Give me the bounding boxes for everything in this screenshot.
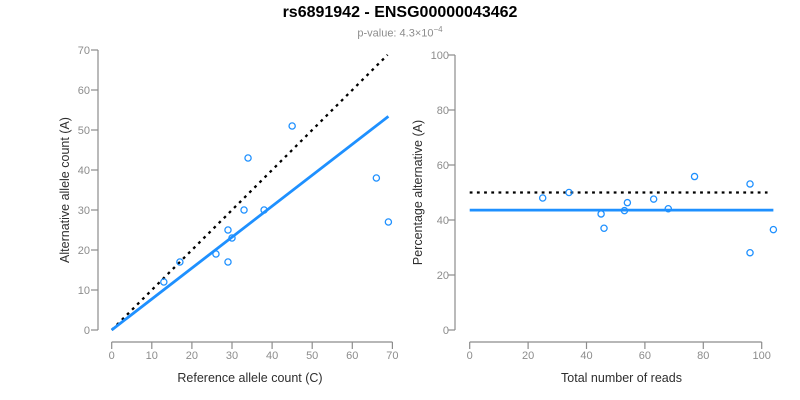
data-point xyxy=(228,234,236,242)
data-point xyxy=(746,180,754,188)
data-point xyxy=(538,194,547,202)
x-tick-label: 60 xyxy=(639,350,651,362)
allele-count-plot: 0 10 20 30 40 50 60 70 0 10 20 30 40 50 60 70 Reference… xyxy=(58,45,399,385)
percentage-reads-plot-layer: 0 20 40 60 80 100 0 20 40 60 80 100 xyxy=(431,50,778,362)
x-tick-label: 40 xyxy=(266,350,278,362)
x-tick-label: 40 xyxy=(580,350,592,362)
data-point xyxy=(597,210,605,218)
data-point xyxy=(649,195,658,203)
figure-title: rs6891942 - ENSG00000043462 xyxy=(282,4,518,21)
y-tick-label: 30 xyxy=(78,205,90,217)
y-tick-label: 80 xyxy=(437,105,449,117)
data-point xyxy=(240,206,248,214)
data-point xyxy=(212,250,220,258)
data-point xyxy=(260,206,268,214)
y-tick-label: 60 xyxy=(78,85,90,97)
right-plot-y-axis-title: Percentage alternative (A) xyxy=(411,120,425,265)
left-plot-x-axis-title: Reference allele count (C) xyxy=(177,371,322,385)
y-tick-label: 60 xyxy=(437,160,449,172)
y-tick-label: 40 xyxy=(78,165,90,177)
x-tick-label: 0 xyxy=(467,350,473,362)
x-tick-label: 10 xyxy=(146,350,158,362)
y-tick-label: 10 xyxy=(78,285,90,297)
y-tick-label: 40 xyxy=(437,215,449,227)
x-tick-label: 60 xyxy=(346,350,358,362)
x-tick-label: 20 xyxy=(186,350,198,362)
data-point xyxy=(224,226,232,234)
data-point xyxy=(746,248,754,257)
data-point xyxy=(690,172,699,181)
x-tick-label: 70 xyxy=(386,350,398,362)
pvalue-text: p-value: 4.3×10 xyxy=(357,27,434,40)
x-tick-label: 50 xyxy=(306,350,318,362)
left-plot-y-axis-title: Alternative allele count (A) xyxy=(58,117,72,263)
y-tick-label: 50 xyxy=(78,125,90,137)
data-point xyxy=(620,206,629,215)
y-tick-label: 100 xyxy=(431,50,449,62)
data-point xyxy=(288,122,296,130)
y-tick-label: 20 xyxy=(78,245,90,257)
data-point xyxy=(769,225,778,234)
pvalue-exponent: −4 xyxy=(433,25,443,34)
data-point xyxy=(664,204,673,213)
y-tick-label: 20 xyxy=(437,270,449,282)
data-point xyxy=(224,258,232,266)
y-tick-label: 0 xyxy=(84,325,90,337)
data-point xyxy=(176,258,184,266)
x-tick-label: 80 xyxy=(697,350,709,362)
x-tick-label: 30 xyxy=(226,350,238,362)
x-tick-label: 20 xyxy=(522,350,534,362)
allele-count-plot-layer: 0 10 20 30 40 50 60 70 0 10 20 30 40 50 60 70 xyxy=(78,45,399,362)
data-point xyxy=(384,218,393,226)
y-tick-label: 70 xyxy=(78,45,90,57)
figure-subtitle: p-value: 4.3×10−4 xyxy=(0,25,800,40)
percentage-reads-plot: 0 20 40 60 80 100 0 20 40 60 80 100 Total number of… xyxy=(411,50,778,385)
data-point xyxy=(244,154,252,162)
right-plot-x-axis-title: Total number of reads xyxy=(561,371,682,385)
data-point xyxy=(565,188,573,197)
fit-line xyxy=(110,115,390,332)
data-point xyxy=(623,198,632,207)
identity-line xyxy=(110,53,389,331)
data-point xyxy=(160,278,168,286)
x-tick-label: 0 xyxy=(109,350,115,362)
data-point xyxy=(372,174,381,182)
y-tick-label: 0 xyxy=(443,325,449,337)
x-tick-label: 100 xyxy=(753,350,771,362)
data-point xyxy=(600,224,608,232)
